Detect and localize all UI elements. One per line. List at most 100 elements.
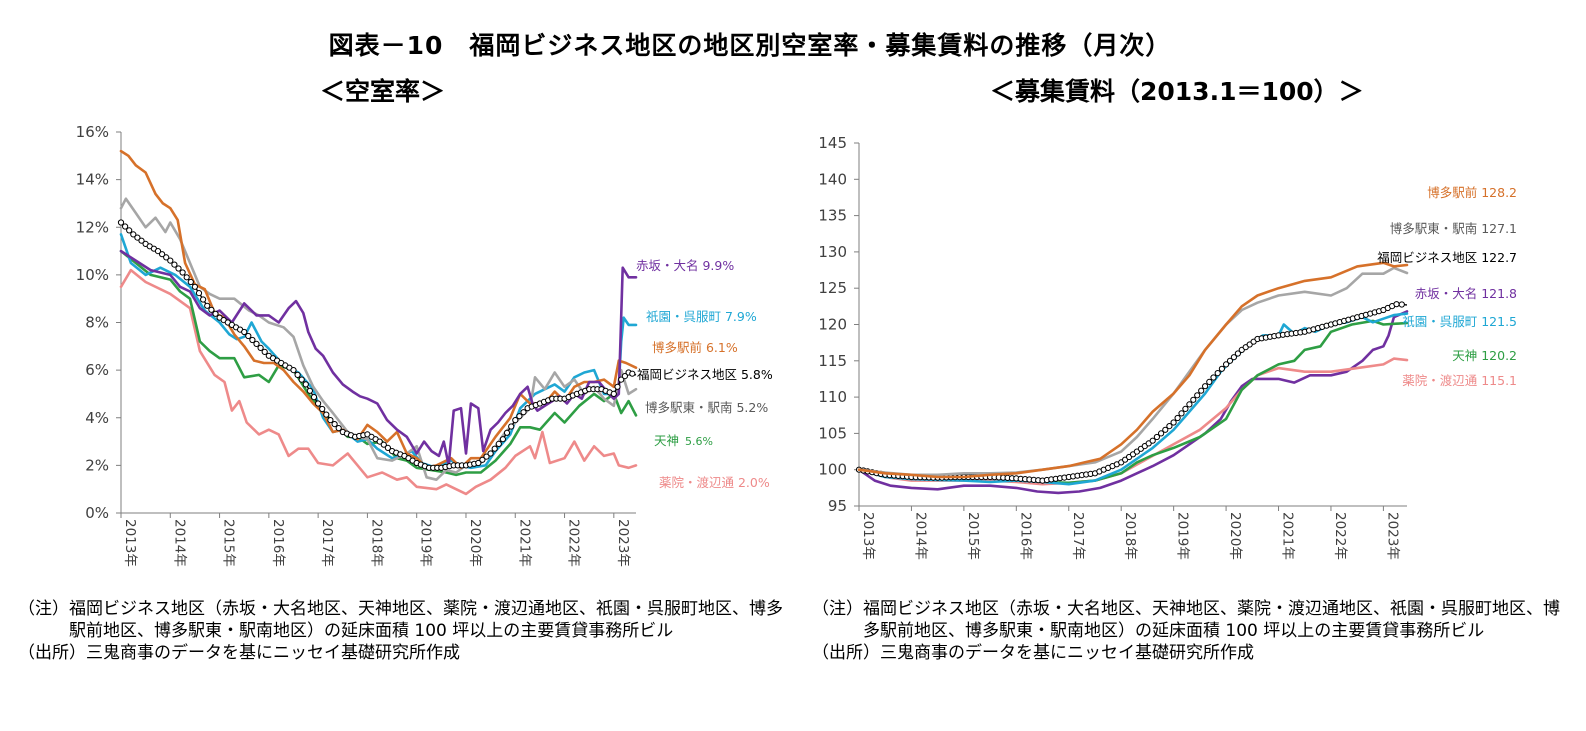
x-tick-label: 2013年 <box>860 512 876 560</box>
marker-fukuoka <box>134 234 141 241</box>
vacancy-subtitle: ＜空室率＞ <box>320 77 446 106</box>
x-tick-label: 2023年 <box>615 519 631 567</box>
note-row: （注） 福岡ビジネス地区（赤坂・大名地区、天神地区、薬院・渡辺通地区、祇園・呉服… <box>812 598 1572 642</box>
x-tick-label: 2014年 <box>912 512 928 560</box>
marker-fukuoka <box>200 296 207 303</box>
x-tick-label: 2014年 <box>171 519 187 567</box>
x-tick-label: 2019年 <box>1175 512 1191 560</box>
data-label-text: 天神 120.2 <box>1452 348 1517 363</box>
figure-title: 図表－10 福岡ビジネス地区の地区別空室率・募集賃料の推移（月次） <box>328 31 1172 60</box>
y-tick-label: 120 <box>818 316 847 334</box>
marker-fukuoka <box>294 371 301 378</box>
marker-fukuoka <box>1198 387 1205 394</box>
marker-fukuoka <box>302 381 309 388</box>
data-label-text: 薬院・渡辺通 2.0% <box>659 475 770 490</box>
marker-fukuoka <box>204 302 211 309</box>
note-row: （出所） 三鬼商事のデータを基にニッセイ基礎研究所作成 <box>812 642 1572 664</box>
marker-fukuoka <box>376 438 383 445</box>
marker-fukuoka <box>512 417 519 424</box>
data-label-akasaka: 赤坂・大名 121.8 <box>1415 286 1517 301</box>
note-body: 福岡ビジネス地区（赤坂・大名地区、天神地区、薬院・渡辺通地区、祇園・呉服町地区、… <box>69 599 783 641</box>
marker-fukuoka <box>1218 365 1225 372</box>
marker-fukuoka <box>1226 357 1234 364</box>
x-tick-label: 2020年 <box>1227 512 1243 560</box>
marker-fukuoka <box>629 370 636 377</box>
marker-fukuoka <box>327 417 334 424</box>
marker-fukuoka <box>195 290 203 297</box>
marker-fukuoka <box>1393 301 1400 308</box>
marker-fukuoka <box>618 376 625 383</box>
marker-fukuoka <box>1186 401 1193 408</box>
y-tick-label: 110 <box>818 388 847 406</box>
y-tick-label: 4% <box>85 409 109 427</box>
marker-fukuoka <box>1230 354 1237 361</box>
y-tick-label: 125 <box>818 279 847 297</box>
marker-fukuoka <box>1223 361 1230 368</box>
x-tick-label: 2022年 <box>566 519 582 567</box>
x-tick-label: 2018年 <box>1122 512 1138 560</box>
data-label-text: 博多駅前 6.1% <box>652 340 738 355</box>
marker-fukuoka <box>479 456 486 463</box>
marker-fukuoka <box>138 237 145 244</box>
x-tick-label: 2020年 <box>467 519 483 567</box>
marker-fukuoka <box>384 444 391 451</box>
y-tick-label: 8% <box>85 314 109 332</box>
marker-fukuoka <box>179 269 186 276</box>
marker-fukuoka <box>483 453 490 460</box>
marker-fukuoka <box>508 423 515 430</box>
x-tick-label: 2023年 <box>1384 512 1400 560</box>
series-line-hakata_ekimae <box>857 261 1409 479</box>
marker-fukuoka <box>1398 301 1405 308</box>
data-label-text: 博多駅東・駅南 127.1 <box>1390 221 1517 236</box>
x-tick-label: 2017年 <box>1070 512 1086 560</box>
marker-fukuoka <box>380 441 387 448</box>
y-tick-label: 100 <box>818 461 847 479</box>
data-label-text: 祇園・呉服町 7.9% <box>646 309 757 324</box>
marker-fukuoka <box>191 283 198 290</box>
marker-fukuoka <box>175 265 182 272</box>
x-tick-label: 2021年 <box>1280 512 1296 560</box>
marker-fukuoka <box>621 373 629 380</box>
note-body: 三鬼商事のデータを基にニッセイ基礎研究所作成 <box>880 643 1254 663</box>
marker-fukuoka <box>249 336 256 344</box>
marker-fukuoka <box>154 248 162 255</box>
vacancy-notes: （注） 福岡ビジネス地区（赤坂・大名地区、天神地区、薬院・渡辺通地区、祇園・呉服… <box>18 598 788 664</box>
marker-fukuoka <box>1162 426 1169 433</box>
x-tick-label: 2013年 <box>122 519 138 567</box>
marker-fukuoka <box>171 261 178 268</box>
series-line-hakata_ekimae <box>119 149 638 470</box>
marker-fukuoka <box>298 376 305 383</box>
y-tick-label: 95 <box>828 497 847 515</box>
y-tick-label: 14% <box>76 171 109 189</box>
y-tick-label: 135 <box>818 207 847 225</box>
marker-fukuoka <box>315 400 322 407</box>
marker-fukuoka <box>323 411 330 418</box>
marker-fukuoka <box>167 257 174 264</box>
marker-fukuoka <box>335 425 342 432</box>
x-tick-label: 2018年 <box>368 519 384 567</box>
y-tick-label: 16% <box>76 123 109 141</box>
marker-fukuoka <box>117 219 125 226</box>
marker-fukuoka <box>487 450 494 457</box>
data-label-tenjin: 天神 5.6% <box>654 433 713 448</box>
series-line-hakata_east <box>119 197 638 481</box>
marker-fukuoka <box>130 231 137 238</box>
marker-fukuoka <box>261 348 268 355</box>
x-tick-label: 2015年 <box>221 519 237 567</box>
x-tick-label: 2021年 <box>516 519 532 567</box>
marker-fukuoka <box>1153 433 1160 441</box>
marker-fukuoka <box>1170 419 1177 426</box>
data-label-gion: 祇園・呉服町 121.5 <box>1402 314 1517 329</box>
marker-fukuoka <box>159 251 166 258</box>
note-head: （注） <box>18 599 69 619</box>
data-label-gion: 祇園・呉服町 7.9% <box>646 309 757 324</box>
data-label-text: 薬院・渡辺通 115.1 <box>1402 373 1517 388</box>
y-tick-label: 0% <box>85 504 109 522</box>
marker-fukuoka <box>1149 437 1156 444</box>
marker-fukuoka <box>495 440 502 447</box>
y-tick-label: 12% <box>76 218 109 236</box>
marker-fukuoka <box>310 394 318 401</box>
marker-fukuoka <box>614 383 621 390</box>
note-head: （出所） <box>812 643 880 663</box>
marker-fukuoka <box>331 421 338 428</box>
